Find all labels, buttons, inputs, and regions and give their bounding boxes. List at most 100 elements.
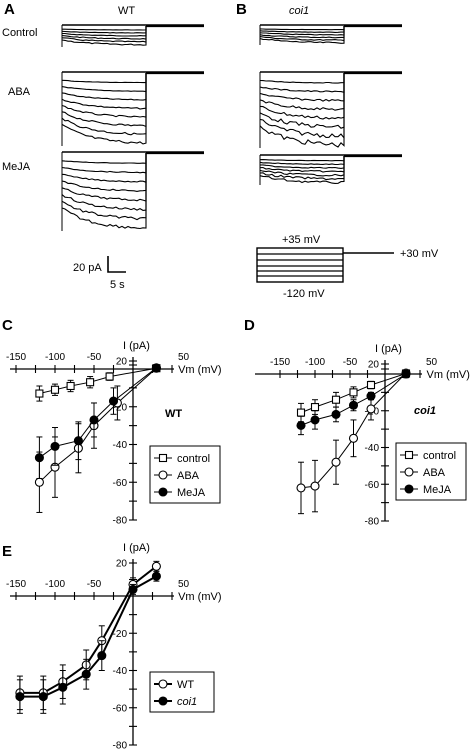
current-trace [61,153,147,202]
data-point-control [35,389,44,398]
current-trace [259,156,345,184]
y-tick-label: -80 [365,517,380,528]
data-point-ABA [296,483,306,493]
current-trace [61,153,147,211]
legend-label: WT [177,679,194,691]
data-point-coi1 [97,651,107,661]
y-axis-label: I (pA) [123,340,150,352]
current-trace [61,26,147,34]
current-trace [259,73,345,102]
x-tick-label: -50 [87,352,102,363]
current-trace [259,156,345,169]
legend-marker [158,487,168,497]
legend-box [149,671,215,713]
y-tick-label: -20 [113,402,128,413]
y-tick-label: -40 [113,440,128,451]
x-tick-label: -150 [270,357,290,368]
x-tick-label: 50 [426,357,438,368]
y-tick-label: -60 [365,480,380,491]
data-point-ABA [366,404,376,414]
current-trace [61,26,147,40]
data-point-control [66,381,75,391]
scale-bar-current: 20 pA [73,262,102,274]
current-trace [61,73,147,101]
legend-label: ABA [423,467,446,479]
row-label-control: Control [2,27,37,39]
x-tick-label: -100 [45,579,65,590]
current-trace [61,73,147,136]
current-trace [61,73,147,145]
legend-label: control [423,450,456,462]
legend-label: MeJA [423,484,452,496]
current-trace [61,153,147,174]
data-point-control [310,403,320,412]
x-axis-label: Vm (mV) [178,364,221,376]
legend-marker [404,484,414,494]
current-traces [61,24,402,231]
current-trace [61,153,147,192]
legend-marker [404,467,414,477]
data-point-MeJA [348,400,359,410]
current-trace [259,73,345,148]
protocol-hold-label: +30 mV [400,248,439,260]
x-tick-label: 50 [178,352,190,363]
legend-label: MeJA [177,487,206,499]
current-trace [61,73,147,128]
current-trace [259,26,345,31]
current-trace [259,73,345,84]
data-point-WT [151,561,161,571]
legend: control ABA MeJA [395,442,467,501]
data-point-MeJA [151,363,161,373]
current-trace [259,156,345,177]
row-label-meja: MeJA [2,161,31,173]
current-trace [61,73,147,110]
data-point-coi1 [15,692,25,702]
panel-label-d: D [244,317,255,334]
protocol-bottom-label: -120 mV [283,288,325,300]
data-point-control [296,408,306,417]
data-point-MeJA [366,391,376,401]
x-axis-label: Vm (mV) [178,591,221,603]
data-point-MeJA [310,415,320,425]
data-point-MeJA [331,409,341,419]
data-point-MeJA [401,369,411,379]
y-tick-label: -60 [113,703,128,714]
x-tick-label: -50 [343,357,358,368]
data-point-control [50,385,60,394]
x-tick-label: -50 [87,579,102,590]
data-point-MeJA [108,396,119,406]
data-point-MeJA [296,420,306,431]
current-trace [259,26,345,44]
genotype-annotation: coi1 [414,405,436,417]
y-tick-label: -60 [113,478,128,489]
current-trace [259,156,345,166]
data-point-ABA [331,457,341,467]
data-point-control [105,372,114,381]
y-tick-label: -80 [113,516,128,527]
x-tick-label: -150 [6,352,26,363]
legend-label: ABA [177,470,200,482]
panel-label-c: C [2,317,13,334]
current-trace [259,156,345,162]
data-point-ABA [34,477,44,487]
legend-marker [158,679,168,689]
data-point-coi1 [58,682,68,692]
current-trace [259,26,345,42]
wt-trace-title: WT [118,5,135,17]
data-point-MeJA [89,415,99,425]
legend-marker [158,696,168,706]
data-point-control [349,388,358,397]
current-trace [259,73,345,93]
data-point-MeJA [34,453,44,463]
data-point-ABA [348,433,359,443]
y-axis-label: I (pA) [375,343,402,355]
current-trace [61,26,147,43]
current-trace [259,26,345,39]
scale-bar-time: 5 s [110,279,125,291]
coi1-trace-title: coi1 [289,5,309,17]
y-tick-label: 20 [368,360,380,371]
y-tick-label: -80 [113,741,128,752]
current-trace [61,153,147,221]
data-point-coi1 [128,584,138,594]
